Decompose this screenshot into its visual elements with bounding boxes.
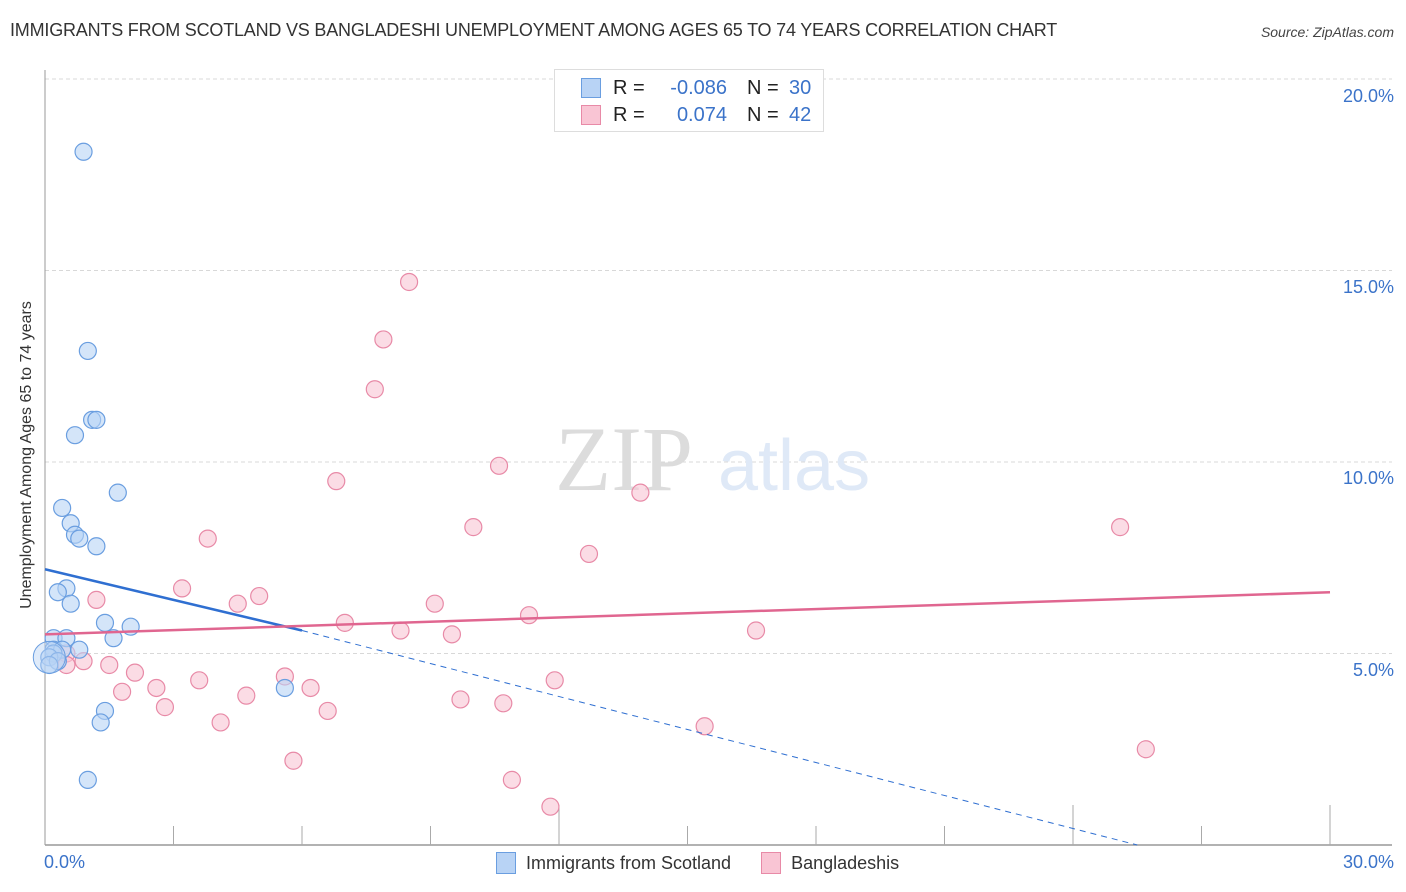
legend-label-bangladeshis: Bangladeshis: [791, 852, 900, 873]
legend-label-scotland: Immigrants from Scotland: [526, 852, 732, 873]
watermark-atlas: atlas: [718, 426, 870, 506]
legend-row-scotland: R = -0.086 N = 30: [581, 76, 811, 100]
x-tick-min: 0.0%: [44, 852, 86, 872]
scotland-points: [32, 142, 294, 789]
trend-lines: [44, 568, 1331, 846]
bangladeshis-swatch: [581, 105, 601, 125]
watermark-zip: ZIP: [555, 408, 693, 510]
scotland-swatch: [496, 852, 516, 874]
n-value: 30: [789, 76, 812, 99]
bangladeshis-points: [57, 272, 1155, 816]
n-label: N =: [747, 76, 779, 99]
y-tick-5: 5.0%: [1352, 660, 1394, 680]
scotland-swatch: [581, 78, 601, 98]
y-tick-10: 10.0%: [1342, 468, 1394, 488]
r-value: 0.074: [676, 103, 727, 126]
watermark: ZIP atlas: [555, 408, 870, 510]
n-value: 42: [789, 103, 812, 126]
gridlines: [45, 78, 1392, 654]
axes: [44, 70, 1392, 846]
legend-row-bangladeshis: R = 0.074 N = 42: [581, 103, 811, 127]
chart-title: IMMIGRANTS FROM SCOTLAND VS BANGLADESHI …: [10, 20, 1058, 40]
source-credit: Source: ZipAtlas.com: [1260, 24, 1394, 40]
r-value: -0.086: [670, 76, 727, 99]
bangladeshis-swatch: [761, 852, 782, 874]
legend-item-scotland[interactable]: Immigrants from Scotland: [496, 852, 731, 874]
y-axis-label: Unemployment Among Ages 65 to 74 years: [18, 301, 35, 609]
y-tick-15: 15.0%: [1342, 277, 1394, 297]
n-label: N =: [747, 103, 779, 126]
y-tick-20: 20.0%: [1342, 86, 1394, 106]
r-label: R =: [613, 103, 645, 126]
r-label: R =: [613, 76, 645, 99]
series-legend: Immigrants from Scotland Bangladeshis: [496, 852, 929, 874]
correlation-legend: R = -0.086 N = 30 R = 0.074 N = 42: [554, 69, 824, 132]
legend-item-bangladeshis[interactable]: Bangladeshis: [761, 852, 899, 874]
x-tick-max: 30.0%: [1342, 852, 1394, 872]
